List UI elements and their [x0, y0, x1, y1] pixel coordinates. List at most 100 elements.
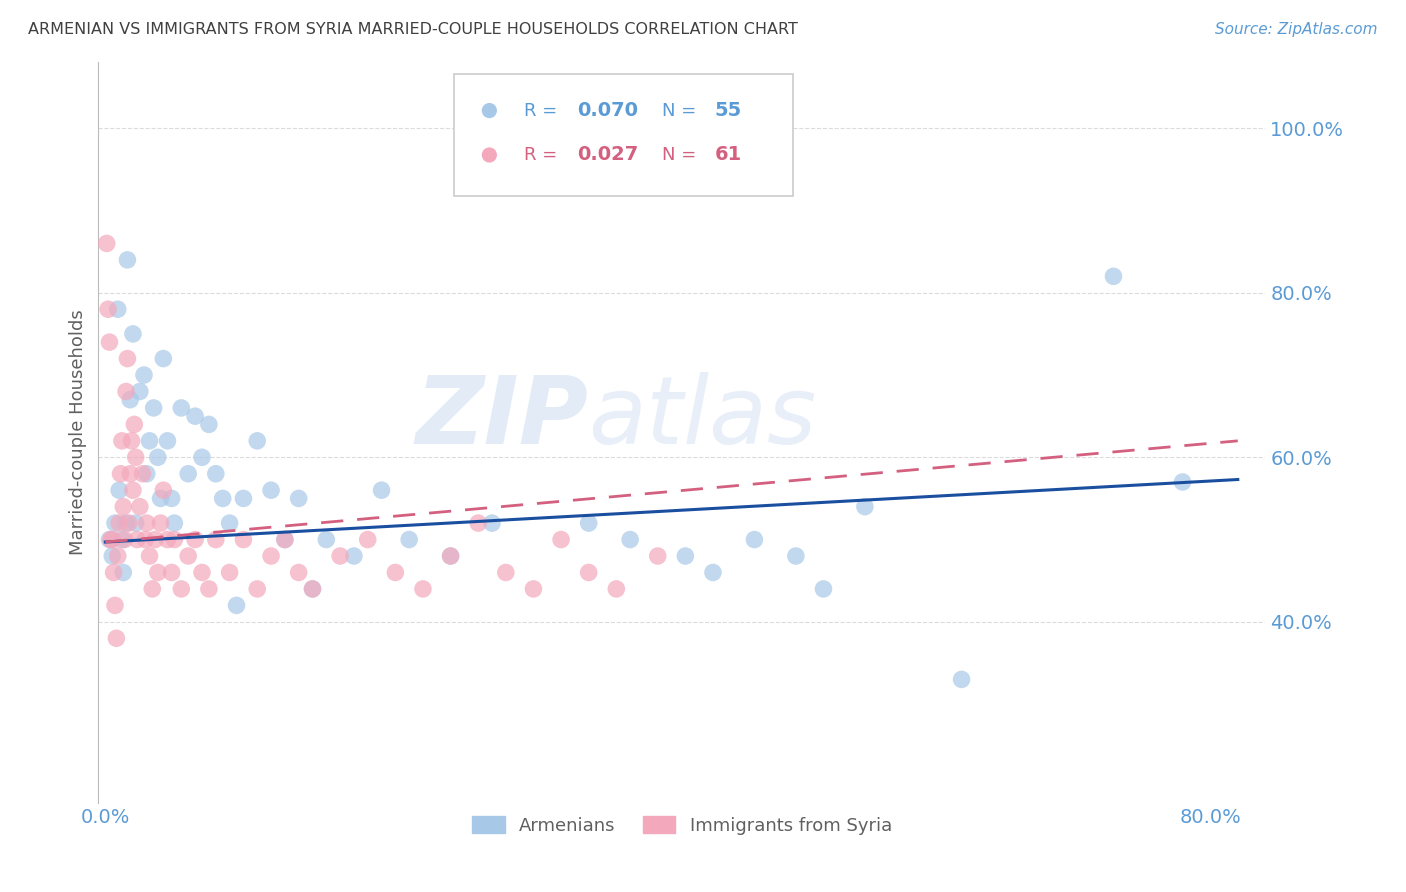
Point: [100, 533, 122, 547]
Point: [146, 450, 169, 465]
Point: [141, 582, 163, 596]
Point: [246, 434, 269, 448]
Point: [110, 467, 132, 481]
Point: [96, 236, 118, 251]
Point: [103, 566, 125, 580]
Point: [152, 483, 174, 498]
Point: [246, 582, 269, 596]
Point: [111, 533, 134, 547]
Point: [156, 533, 179, 547]
Point: [104, 516, 127, 530]
Point: [120, 467, 142, 481]
Point: [146, 566, 169, 580]
Point: [550, 533, 572, 547]
Point: [149, 516, 172, 530]
Point: [557, 175, 579, 189]
Point: [274, 533, 297, 547]
Point: [619, 533, 641, 547]
Point: [260, 549, 283, 563]
Point: [98, 335, 121, 350]
Point: [132, 368, 155, 382]
Point: [120, 392, 142, 407]
Point: [647, 549, 669, 563]
Point: [744, 533, 766, 547]
Text: 55: 55: [714, 101, 742, 120]
Text: atlas: atlas: [589, 372, 817, 463]
Point: [177, 549, 200, 563]
Point: [467, 516, 489, 530]
Point: [343, 549, 366, 563]
Text: R =: R =: [524, 102, 564, 120]
Point: [115, 516, 138, 530]
Point: [578, 516, 600, 530]
Point: [97, 302, 120, 317]
Point: [143, 533, 166, 547]
Point: [232, 533, 254, 547]
Point: [115, 384, 138, 399]
Point: [111, 434, 134, 448]
Point: [495, 566, 517, 580]
Point: [184, 409, 207, 424]
Point: [142, 401, 165, 415]
Point: [357, 533, 380, 547]
Point: [702, 566, 724, 580]
Point: [156, 434, 179, 448]
Point: [163, 516, 186, 530]
Point: [117, 252, 139, 267]
Point: [225, 599, 247, 613]
Point: [122, 326, 145, 341]
Point: [149, 491, 172, 506]
Point: [135, 467, 157, 481]
Point: [163, 533, 186, 547]
Point: [177, 467, 200, 481]
Point: [204, 533, 226, 547]
Text: N =: N =: [662, 102, 702, 120]
Point: [301, 582, 323, 596]
Point: [134, 533, 156, 547]
Point: [121, 434, 143, 448]
Point: [170, 401, 193, 415]
Point: [191, 566, 214, 580]
Point: [152, 351, 174, 366]
Point: [370, 483, 392, 498]
Point: [232, 491, 254, 506]
Text: R =: R =: [524, 146, 564, 164]
Point: [122, 483, 145, 498]
Point: [218, 566, 240, 580]
Point: [118, 516, 141, 530]
Text: 61: 61: [714, 145, 742, 164]
Point: [384, 566, 406, 580]
Point: [101, 533, 124, 547]
Point: [950, 673, 973, 687]
Point: [107, 302, 129, 317]
Point: [117, 351, 139, 366]
Point: [522, 582, 544, 596]
Point: [329, 549, 352, 563]
Point: [439, 549, 461, 563]
Point: [301, 582, 323, 596]
Point: [813, 582, 835, 596]
FancyBboxPatch shape: [454, 73, 793, 195]
Point: [260, 483, 283, 498]
Text: 0.027: 0.027: [576, 145, 638, 164]
Point: [605, 582, 627, 596]
Point: [101, 549, 124, 563]
Point: [125, 450, 148, 465]
Point: [108, 483, 131, 498]
Point: [125, 516, 148, 530]
Point: [184, 533, 207, 547]
Point: [104, 599, 127, 613]
Point: [138, 434, 160, 448]
Point: [287, 491, 309, 506]
Point: [127, 533, 149, 547]
Point: [107, 549, 129, 563]
Point: [578, 566, 600, 580]
Point: [160, 566, 183, 580]
Text: ARMENIAN VS IMMIGRANTS FROM SYRIA MARRIED-COUPLE HOUSEHOLDS CORRELATION CHART: ARMENIAN VS IMMIGRANTS FROM SYRIA MARRIE…: [28, 22, 799, 37]
Point: [785, 549, 807, 563]
Text: Source: ZipAtlas.com: Source: ZipAtlas.com: [1215, 22, 1378, 37]
Point: [108, 516, 131, 530]
Point: [138, 549, 160, 563]
Legend: Armenians, Immigrants from Syria: Armenians, Immigrants from Syria: [465, 809, 898, 842]
Point: [398, 533, 420, 547]
